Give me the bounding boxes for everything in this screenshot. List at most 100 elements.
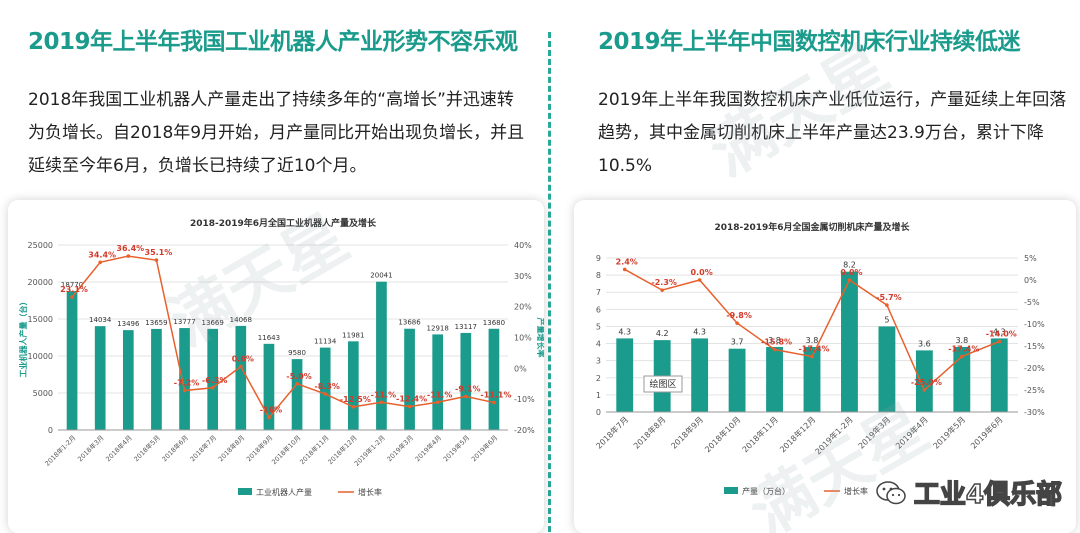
line-value-label: -5.7% (876, 293, 902, 302)
line-point (182, 388, 187, 393)
bar-value-label: 8.2 (843, 261, 856, 270)
y2-tick-label: 20% (514, 303, 532, 312)
y2-tick-label: 40% (514, 241, 532, 250)
line-point (98, 260, 102, 265)
line-value-label: -11.% (427, 390, 453, 399)
bar-value-label: 3.6 (918, 339, 931, 348)
bar (766, 346, 783, 412)
left-title: 2019年上半年我国工业机器人产业形势不容乐观 (28, 29, 518, 55)
x-category-label: 2018年8月 (216, 433, 246, 463)
plot-area-tooltip (643, 375, 683, 393)
line-value-label: -11.% (371, 390, 397, 399)
wechat-icon (876, 480, 906, 504)
line-value-label: -25.0% (911, 378, 942, 387)
y2-tick-label: -20% (514, 426, 535, 435)
line-value-label: -15.8% (761, 338, 792, 347)
bar-value-label: 11981 (342, 331, 364, 339)
y-axis-label: 工业机器人产量（台） (18, 298, 28, 378)
bar-value-label: 4.3 (693, 327, 706, 336)
y2-tick-label: -20% (1024, 364, 1045, 373)
line-value-label: -12.4% (396, 395, 427, 404)
bar (803, 346, 821, 412)
panel-divider (548, 32, 551, 532)
bar-value-label: 13117 (455, 323, 477, 331)
line-value-label: -17.4% (948, 345, 979, 354)
legend-line-label: 增长率 (844, 486, 868, 496)
line-value-label: -9.1% (455, 384, 481, 393)
x-category-label: 2018年1-2月 (43, 433, 78, 468)
y-tick-label: 2 (596, 374, 601, 383)
bar-value-label: 11134 (314, 338, 337, 346)
line-point (267, 415, 271, 420)
line-value-label: -7.2% (174, 379, 200, 388)
line-point (885, 303, 889, 307)
line-value-label: -8.3% (314, 382, 340, 391)
y-tick-label: 0 (596, 408, 601, 417)
y-tick-label: 0 (48, 426, 53, 435)
x-category-label: 2019年5月 (931, 414, 967, 450)
x-category-label: 2018年7月 (594, 414, 630, 450)
x-category-label: 2019年4月 (893, 414, 929, 450)
y2-tick-label: -15% (1024, 342, 1045, 351)
line-value-label: 34.4% (88, 250, 116, 259)
bar-value-label: 12918 (427, 324, 449, 332)
line-point (772, 347, 777, 352)
line-point (379, 400, 384, 405)
x-category-label: 2018年10月 (703, 414, 743, 454)
line-value-label: 35.1% (145, 248, 173, 257)
bar-value-label: 13659 (145, 319, 167, 327)
bar (122, 330, 134, 430)
y-tick-label: 3 (596, 357, 601, 366)
y2-axis-label: 产量增长率 (536, 318, 544, 358)
brand-logo: 工业4俱乐部 (876, 474, 1063, 511)
bar (235, 325, 247, 430)
bar-value-label: 13680 (483, 319, 505, 327)
right-title: 2019年上半年中国数控机床行业持续低迷 (598, 29, 1021, 55)
line-point (154, 258, 159, 262)
bar (347, 341, 359, 430)
bar (404, 328, 415, 430)
line-value-label: 0.6% (232, 354, 254, 363)
bar (728, 348, 746, 412)
line-point (660, 288, 664, 292)
robot-production-chart: 2018-2019年6月全国工业机器人产量及增长 0 5000 10000 15000 2… (8, 200, 544, 533)
bar (376, 281, 387, 430)
bar (915, 350, 933, 412)
bar (488, 328, 500, 430)
bar (878, 326, 896, 412)
line-point (697, 278, 702, 282)
bar-value-label: 13669 (202, 319, 224, 327)
y2-tick-label: 30% (514, 272, 532, 281)
x-category-label: 2019年4月 (413, 433, 443, 463)
y-tick-label: 7 (596, 288, 601, 297)
bar (460, 332, 472, 430)
y2-tick-label: 10% (514, 334, 532, 343)
y2-tick-label: -25% (1024, 386, 1045, 395)
x-category-label: 2018年4月 (104, 433, 134, 463)
line-value-label: -16% (260, 406, 282, 415)
bar-value-label: 3.7 (731, 338, 744, 347)
chart-title: 2018-2019年6月全国金属切削机床产量及增长 (714, 221, 910, 233)
line-point (492, 400, 496, 405)
x-category-label: 2018年9月 (669, 414, 705, 450)
line-point (622, 267, 627, 272)
y2-tick-label: -30% (1024, 408, 1045, 417)
line-value-label: -17.4% (798, 345, 829, 354)
legend-bar-label: 产量（万台） (742, 486, 790, 496)
legend-bar-swatch (238, 488, 252, 495)
line-point (464, 394, 468, 399)
bar-value-label: 4.3 (993, 327, 1006, 336)
bar (94, 326, 106, 430)
bar (263, 343, 275, 430)
line-point (960, 354, 964, 359)
line-point (847, 278, 852, 282)
bar (179, 328, 190, 430)
bar (432, 334, 444, 430)
y-tick-label: 4 (596, 340, 601, 349)
line-point (70, 295, 74, 299)
x-category-label: 2018年11月 (740, 414, 780, 454)
bar (319, 347, 331, 430)
right-body-text: 2019年上半年我国数控机床产业低位运行，产量延续上年回落趋势，其中金属切削机床… (598, 90, 1067, 176)
line-value-label: -6.3% (202, 376, 228, 385)
y2-tick-label: 5% (1024, 254, 1037, 263)
